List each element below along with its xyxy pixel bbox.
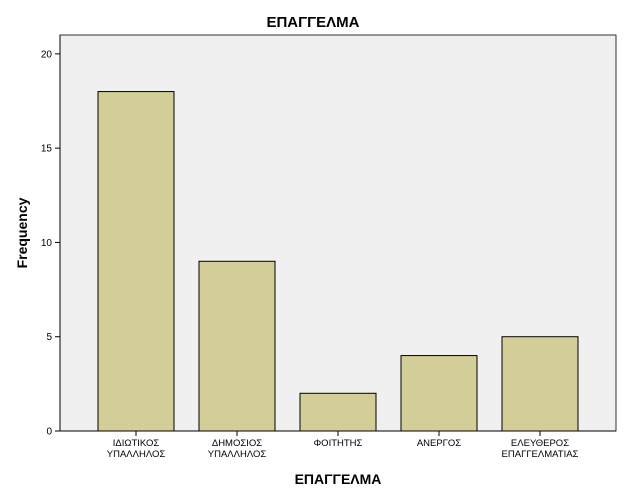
x-axis-label: ΕΠΑΓΓΕΛΜΑ [295,471,382,487]
x-category-label: ΕΛΕΥΘΕΡΟΣ [511,438,569,449]
y-tick-label: 10 [41,238,53,249]
x-category-label: ΥΠΑΛΛΗΛΟΣ [107,449,166,460]
y-axis-label: Frequency [14,197,30,268]
x-category-label: ΔΗΜΟΣΙΟΣ [212,438,262,449]
bar [198,260,276,432]
bar [97,91,175,432]
y-tick-label: 15 [41,144,53,155]
bar [299,392,377,432]
y-tick-label: 20 [41,49,53,60]
y-tick-label: 0 [46,427,52,438]
bar [400,355,478,432]
x-category-label: ΑΝΕΡΓΟΣ [417,438,461,449]
chart-title: ΕΠΑΓΓΕΛΜΑ [266,14,359,31]
x-category-label: ΥΠΑΛΛΗΛΟΣ [208,449,267,460]
bars-group [97,91,579,432]
x-axis-ticks: ΙΔΙΩΤΙΚΟΣΥΠΑΛΛΗΛΟΣΔΗΜΟΣΙΟΣΥΠΑΛΛΗΛΟΣΦΟΙΤΗ… [107,431,579,460]
bar [501,336,579,432]
x-category-label: ΦΟΙΤΗΤΗΣ [314,438,363,449]
y-axis-ticks: 0 5 10 15 20 [41,49,60,438]
x-category-label: ΕΠΑΓΓΕΛΜΑΤΙΑΣ [502,449,579,460]
x-category-label: ΙΔΙΩΤΙΚΟΣ [113,438,160,449]
y-tick-label: 5 [46,332,52,343]
